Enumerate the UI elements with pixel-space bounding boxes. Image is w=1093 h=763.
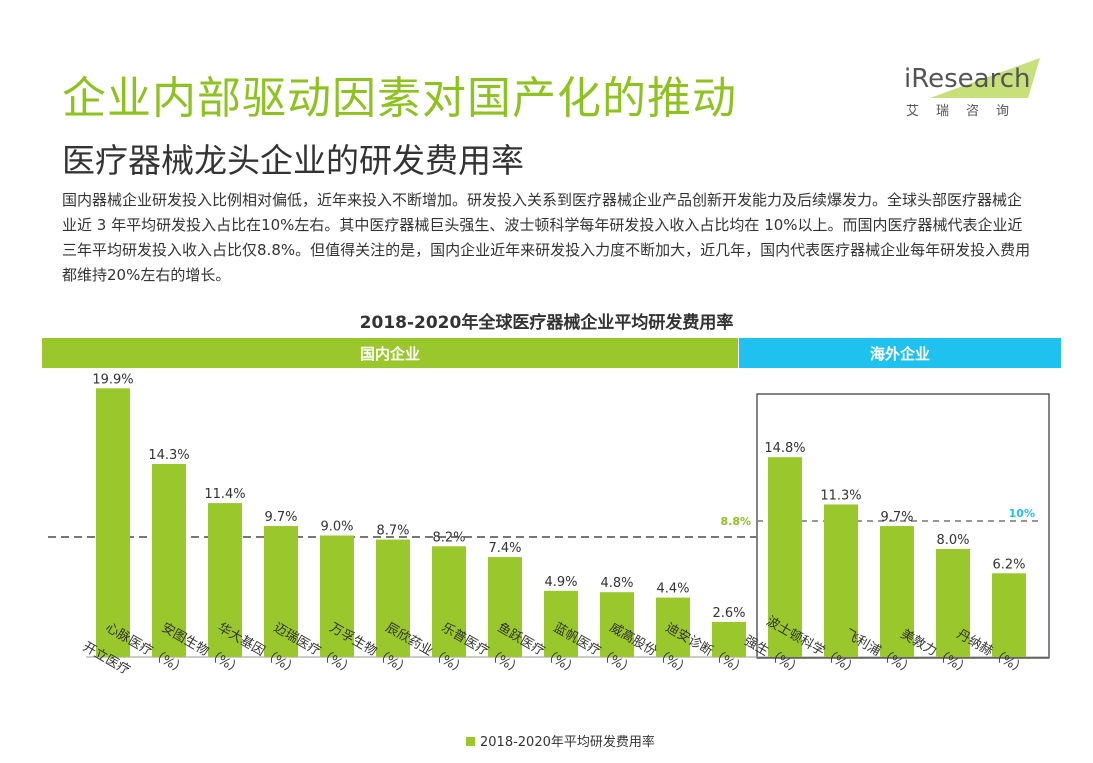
group-band-1	[739, 338, 1061, 368]
value-label: 9.7%	[264, 510, 297, 525]
bar	[880, 526, 914, 657]
overseas-average-label: 10%	[1009, 507, 1035, 520]
value-label: 19.9%	[92, 372, 133, 387]
description-paragraph: 国内器械企业研发投入比例相对偏低，近年来投入不断增加。研发投入关系到医疗器械企业…	[62, 191, 1031, 284]
value-label: 8.0%	[936, 533, 969, 548]
value-label: 14.3%	[148, 448, 189, 463]
bar	[96, 388, 130, 657]
value-label: 14.8%	[764, 441, 805, 456]
bar	[376, 539, 410, 657]
bar	[432, 546, 466, 657]
bar	[936, 549, 970, 657]
bar-chart: 国内企业 海外企业8.8%10%19.9%开立医疗14.3%心脉医疗（%）11.4…	[42, 338, 1061, 750]
bar	[320, 535, 354, 657]
bar	[656, 597, 690, 657]
value-label: 2.6%	[712, 606, 745, 621]
value-label: 4.9%	[544, 575, 577, 590]
chart-title: 2018-2020年全球医疗器械企业平均研发费用率	[359, 313, 734, 333]
bar	[488, 557, 522, 657]
legend-swatch	[466, 737, 475, 746]
bar	[600, 592, 634, 657]
bar	[208, 503, 242, 657]
bar	[992, 573, 1026, 657]
overseas-box	[756, 393, 1050, 659]
group-band-label: 国内企业	[360, 345, 420, 363]
bar	[152, 463, 186, 657]
legend-label: 2018-2020年平均研发费用率	[480, 734, 655, 750]
value-label: 8.7%	[376, 524, 409, 539]
bar	[544, 590, 578, 657]
group-band-label: 海外企业	[870, 345, 930, 363]
logo-subtext: 艾瑞咨询	[906, 104, 1027, 119]
bar	[824, 504, 858, 657]
value-label: 8.2%	[432, 530, 465, 545]
bar	[712, 621, 746, 657]
value-label: 4.8%	[600, 576, 633, 591]
value-label: 4.4%	[656, 582, 689, 597]
logo-text: iResearch	[904, 64, 1031, 94]
domestic-average-label: 8.8%	[720, 515, 751, 528]
page-subtitle: 医疗器械龙头企业的研发费用率	[62, 141, 524, 180]
value-label: 9.7%	[880, 510, 913, 525]
value-label: 6.2%	[992, 557, 1025, 572]
logo-shape-icon	[930, 58, 1040, 98]
bar	[264, 526, 298, 657]
value-label: 9.0%	[320, 520, 353, 535]
page-title: 企业内部驱动因素对国产化的推动	[62, 73, 737, 124]
value-label: 7.4%	[488, 541, 521, 556]
bar	[768, 457, 802, 657]
value-label: 11.4%	[204, 487, 245, 502]
group-band-0	[42, 338, 738, 368]
value-label: 11.3%	[820, 488, 861, 503]
iresearch-logo: iResearch 艾瑞咨询	[900, 58, 1040, 128]
